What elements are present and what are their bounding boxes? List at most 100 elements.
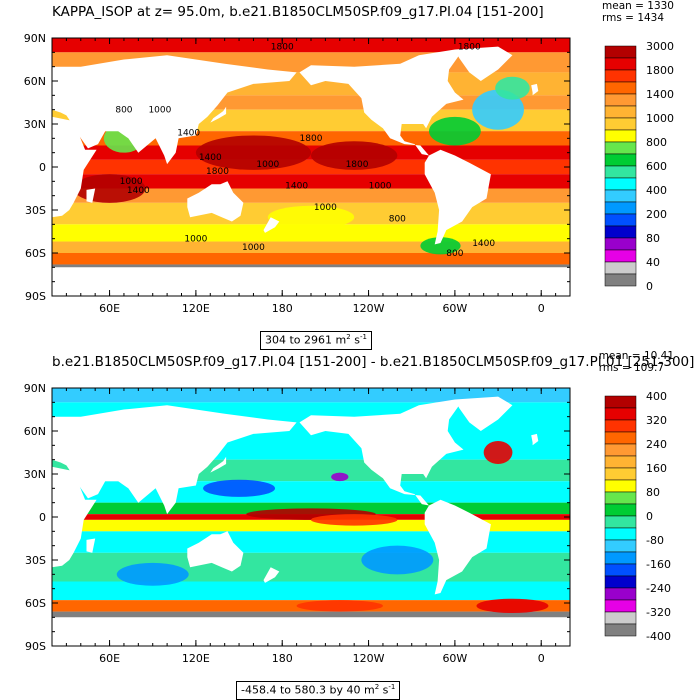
contour-label: 1400 (177, 128, 200, 138)
panel-difference: b.e21.B1850CLM50SP.f09_g17.PI.04 [151-20… (0, 350, 700, 700)
x-tick-label: 60E (99, 652, 120, 665)
colorbar-box (604, 141, 637, 155)
data-anomaly (331, 472, 349, 482)
colorbar-box (604, 455, 637, 469)
colorbar-box (604, 503, 637, 517)
ocean-field (52, 388, 570, 646)
contour-label: 1000 (120, 177, 143, 187)
colorbar-box (604, 261, 637, 275)
colorbar-box (604, 599, 637, 613)
colorbar-box (604, 575, 637, 589)
range-label-box: 304 to 2961 m2 s-1 (260, 331, 372, 350)
contour-label: 800 (389, 214, 406, 224)
data-anomaly (267, 205, 355, 229)
data-band (52, 388, 570, 403)
x-tick-label: 120W (353, 652, 385, 665)
data-band (52, 531, 570, 553)
contour-label: 1800 (206, 167, 229, 177)
y-tick-label: 60S (25, 597, 46, 610)
colorbar-box (604, 611, 637, 625)
chart-title: KAPPA_ISOP at z= 95.0m, b.e21.B1850CLM50… (52, 4, 544, 20)
x-tick-label: 0 (538, 652, 545, 665)
contour-label: 1000 (369, 182, 392, 192)
chart-stats: mean = 10.41 rms = 109.7 (599, 350, 674, 374)
data-anomaly (116, 562, 189, 586)
colorbar-box (604, 81, 637, 95)
colorbar-box (604, 177, 637, 191)
colorbar-box (604, 225, 637, 239)
data-anomaly (195, 135, 311, 170)
colorbar-box (604, 237, 637, 251)
colorbar-label: 240 (646, 438, 667, 451)
data-band (52, 502, 570, 515)
colorbar-box (604, 467, 637, 481)
units-mid: s (350, 333, 360, 347)
y-tick-label: 90S (25, 290, 46, 303)
data-anomaly (495, 76, 530, 100)
ocean-field (52, 38, 570, 296)
colorbar-label: -400 (646, 630, 671, 643)
x-tick-label: 60W (442, 302, 467, 315)
colorbar-box (604, 479, 637, 493)
y-tick-label: 30S (25, 204, 46, 217)
colorbar-box (604, 563, 637, 577)
contour-label: 1800 (300, 134, 323, 144)
data-anomaly (476, 598, 549, 614)
contour-label: 1800 (271, 42, 294, 52)
stat-rms: rms = 109.7 (598, 362, 665, 374)
data-band (52, 159, 570, 175)
colorbar-box (604, 189, 637, 203)
range-label: -458.4 to 580.3 by 40 m (241, 683, 375, 697)
colorbar-label: -320 (646, 606, 671, 619)
colorbar-box (604, 105, 637, 119)
contour-label: 1400 (472, 239, 495, 249)
data-anomaly (311, 141, 398, 170)
contour-label: 1000 (314, 203, 337, 213)
x-tick-label: 60W (442, 652, 467, 665)
y-tick-label: 30N (24, 468, 46, 481)
colorbar-label: -160 (646, 558, 671, 571)
contour-label: 1400 (199, 153, 222, 163)
colorbar-label: 0 (646, 280, 653, 293)
colorbar-label: 80 (646, 486, 660, 499)
colorbar-label: 320 (646, 414, 667, 427)
stat-mean: mean = 10.41 (598, 350, 674, 362)
units-sup: -1 (388, 683, 396, 691)
y-tick-label: 60N (24, 425, 46, 438)
colorbar-box (604, 551, 637, 565)
colorbar-label: 600 (646, 160, 667, 173)
y-tick-label: 30S (25, 554, 46, 567)
y-tick-label: 0 (39, 161, 46, 174)
colorbar-box (604, 491, 637, 505)
colorbar-box (604, 69, 637, 83)
colorbar-box (604, 153, 637, 167)
data-anomaly (420, 237, 461, 255)
contour-label: 1000 (242, 243, 265, 253)
x-tick-label: 60E (99, 302, 120, 315)
colorbar-box (604, 93, 637, 107)
data-anomaly (361, 545, 434, 575)
panel-kappa-isop: KAPPA_ISOP at z= 95.0m, b.e21.B1850CLM50… (24, 0, 674, 350)
y-tick-label: 60N (24, 75, 46, 88)
colorbar-box (604, 539, 637, 553)
colorbar-box (604, 165, 637, 179)
colorbar-label: 400 (646, 184, 667, 197)
x-tick-label: 120E (182, 652, 210, 665)
y-tick-label: 60S (25, 247, 46, 260)
x-tick-label: 120E (182, 302, 210, 315)
contour-label: 800 (115, 106, 132, 116)
colorbar-label: 1000 (646, 112, 674, 125)
colorbar-label: 80 (646, 232, 660, 245)
colorbar-label: 40 (646, 256, 660, 269)
x-tick-label: 120W (353, 302, 385, 315)
colorbar-label: -80 (646, 534, 664, 547)
colorbar-label: 800 (646, 136, 667, 149)
x-tick-label: 180 (272, 302, 293, 315)
land-mask (52, 46, 570, 296)
range-label-box: -458.4 to 580.3 by 40 m2 s-1 (236, 681, 401, 700)
colorbar-label: 400 (646, 390, 667, 403)
colorbar-box (604, 129, 637, 143)
contour-label: 1800 (458, 42, 481, 52)
data-band (52, 581, 570, 601)
